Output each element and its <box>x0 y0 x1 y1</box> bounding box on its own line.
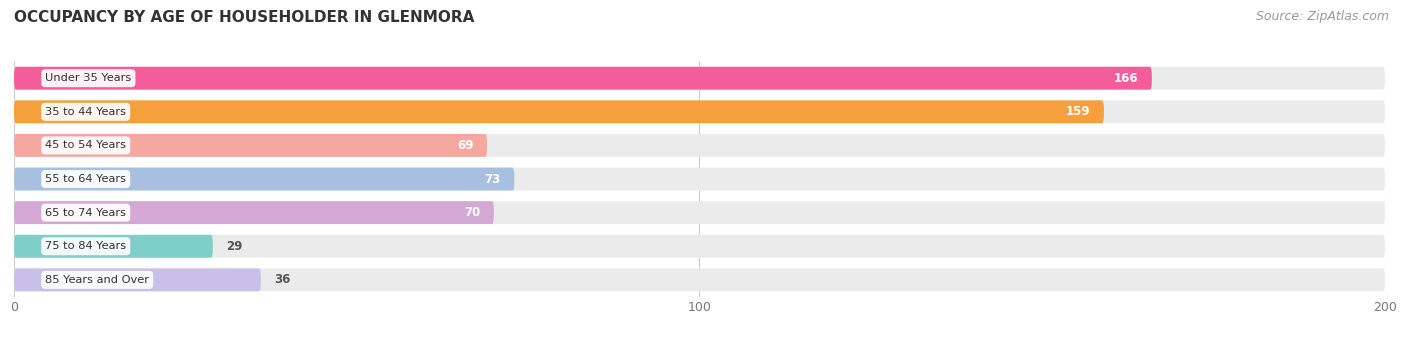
Text: 45 to 54 Years: 45 to 54 Years <box>45 140 127 150</box>
FancyBboxPatch shape <box>14 134 1385 157</box>
FancyBboxPatch shape <box>14 235 212 258</box>
FancyBboxPatch shape <box>14 100 1385 123</box>
FancyBboxPatch shape <box>14 268 262 291</box>
Text: 55 to 64 Years: 55 to 64 Years <box>45 174 127 184</box>
Text: 29: 29 <box>226 240 243 253</box>
Text: 75 to 84 Years: 75 to 84 Years <box>45 241 127 251</box>
Text: 166: 166 <box>1114 72 1139 85</box>
FancyBboxPatch shape <box>14 201 494 224</box>
Text: Source: ZipAtlas.com: Source: ZipAtlas.com <box>1256 10 1389 23</box>
Text: 85 Years and Over: 85 Years and Over <box>45 275 149 285</box>
Text: 159: 159 <box>1066 105 1090 118</box>
Text: Under 35 Years: Under 35 Years <box>45 73 132 83</box>
Text: 36: 36 <box>274 273 291 286</box>
FancyBboxPatch shape <box>14 67 1152 90</box>
FancyBboxPatch shape <box>14 268 1385 291</box>
FancyBboxPatch shape <box>14 100 1104 123</box>
Text: 35 to 44 Years: 35 to 44 Years <box>45 107 127 117</box>
FancyBboxPatch shape <box>14 67 1385 90</box>
Text: 69: 69 <box>457 139 474 152</box>
Text: OCCUPANCY BY AGE OF HOUSEHOLDER IN GLENMORA: OCCUPANCY BY AGE OF HOUSEHOLDER IN GLENM… <box>14 10 474 25</box>
FancyBboxPatch shape <box>14 167 515 191</box>
FancyBboxPatch shape <box>14 134 486 157</box>
Text: 73: 73 <box>485 173 501 186</box>
FancyBboxPatch shape <box>14 201 1385 224</box>
Text: 70: 70 <box>464 206 481 219</box>
FancyBboxPatch shape <box>14 235 1385 258</box>
FancyBboxPatch shape <box>14 167 1385 191</box>
Text: 65 to 74 Years: 65 to 74 Years <box>45 208 127 218</box>
